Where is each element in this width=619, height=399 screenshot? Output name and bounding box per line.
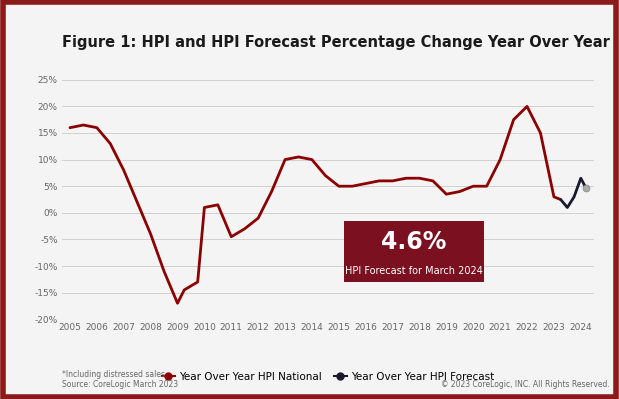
Text: *Including distressed sales
Source: CoreLogic March 2023: *Including distressed sales Source: Core…	[62, 369, 178, 389]
FancyBboxPatch shape	[344, 221, 484, 282]
Text: HPI Forecast for March 2024: HPI Forecast for March 2024	[345, 266, 483, 276]
Legend: Year Over Year HPI National, Year Over Year HPI Forecast: Year Over Year HPI National, Year Over Y…	[158, 367, 498, 386]
Text: © 2023 CoreLogic, INC. All Rights Reserved.: © 2023 CoreLogic, INC. All Rights Reserv…	[441, 380, 610, 389]
Text: Figure 1: HPI and HPI Forecast Percentage Change Year Over Year: Figure 1: HPI and HPI Forecast Percentag…	[62, 35, 610, 50]
Text: 4.6%: 4.6%	[381, 229, 447, 254]
